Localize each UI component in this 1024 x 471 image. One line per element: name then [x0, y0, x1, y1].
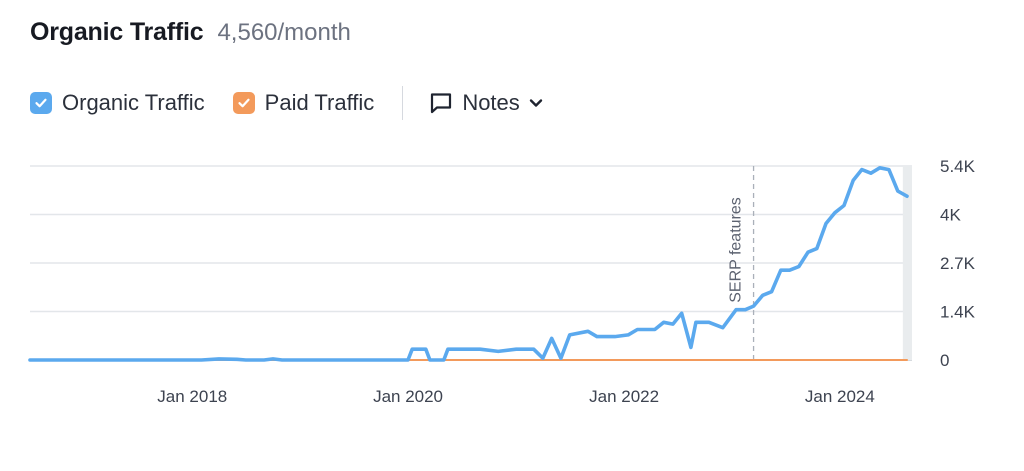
series — [28, 166, 909, 362]
chart-title: Organic Traffic — [30, 18, 204, 46]
legend: Organic Traffic Paid Traffic Notes — [30, 86, 544, 120]
x-tick-label: Jan 2018 — [157, 387, 227, 406]
x-tick-label: Jan 2022 — [589, 387, 659, 406]
annotations: SERP features — [728, 166, 755, 360]
legend-label-organic-traffic: Organic Traffic — [62, 90, 205, 115]
x-tick-label: Jan 2024 — [805, 387, 875, 406]
y-tick-label: 5.4K — [940, 157, 976, 176]
chevron-down-icon — [529, 99, 542, 107]
legend-label-paid-traffic: Paid Traffic — [264, 90, 375, 115]
paid-traffic-checkbox[interactable] — [232, 92, 255, 114]
legend-item-organic-traffic[interactable]: Organic Traffic — [30, 90, 205, 116]
comment-icon — [431, 93, 452, 114]
series-line-organic-traffic — [28, 166, 909, 362]
legend-item-paid-traffic[interactable]: Paid Traffic — [232, 90, 375, 116]
traffic-summary: 4,560/month — [217, 19, 351, 46]
organic-traffic-checkbox[interactable] — [30, 92, 52, 114]
x-axis-ticks: Jan 2018 Jan 2020 Jan 2022 Jan 2024 — [157, 387, 875, 406]
grid — [30, 165, 912, 361]
x-tick-label: Jan 2020 — [373, 387, 443, 406]
annotation-label-serp-features: SERP features — [728, 197, 745, 303]
check-icon — [35, 98, 47, 108]
y-tick-label: 2.7K — [940, 254, 976, 273]
y-axis-ticks: 0 1.4K 2.7K 4K 5.4K — [940, 157, 976, 370]
check-icon — [238, 98, 250, 108]
y-tick-label: 4K — [940, 206, 961, 225]
current-period-band — [902, 166, 912, 360]
y-tick-label: 1.4K — [940, 303, 976, 322]
legend-divider — [402, 86, 404, 120]
current-period-highlight — [902, 166, 912, 360]
chart-header: Organic Traffic 4,560/month — [30, 18, 351, 47]
y-tick-label: 0 — [940, 351, 949, 370]
notes-label: Notes — [462, 90, 520, 115]
notes-dropdown[interactable]: Notes — [429, 90, 543, 116]
